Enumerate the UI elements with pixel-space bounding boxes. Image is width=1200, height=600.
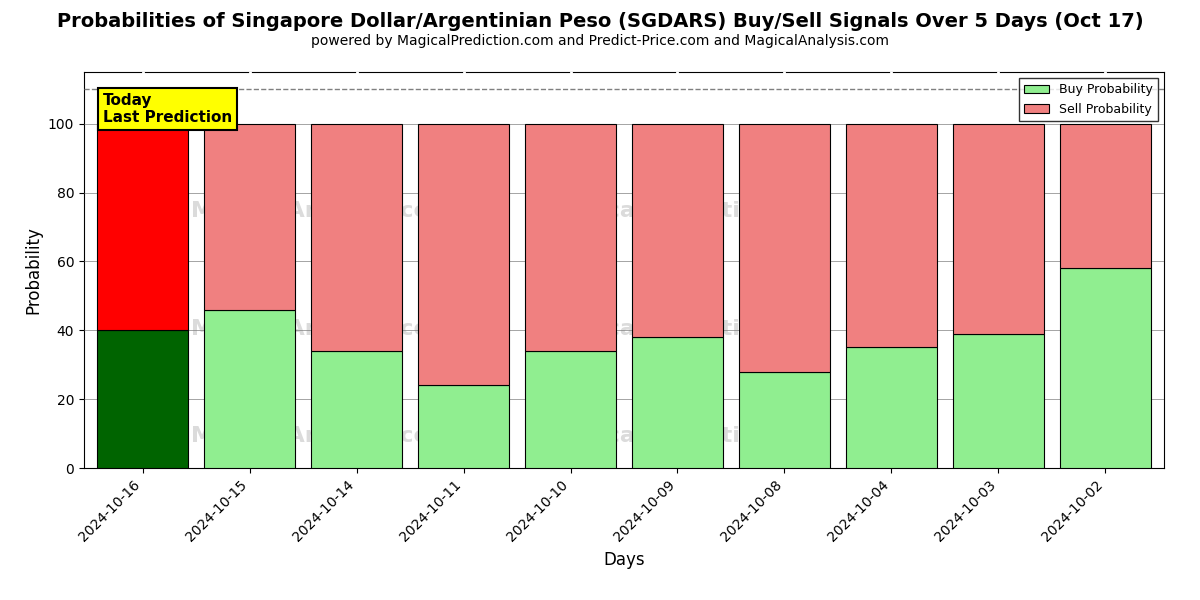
Bar [418, 124, 509, 385]
Text: MagicalAnalysis.com: MagicalAnalysis.com [191, 319, 452, 340]
Text: powered by MagicalPrediction.com and Predict-Price.com and MagicalAnalysis.com: powered by MagicalPrediction.com and Pre… [311, 34, 889, 48]
Text: Today
Last Prediction: Today Last Prediction [103, 92, 232, 125]
Text: MagicalAnalysis.com: MagicalAnalysis.com [191, 200, 452, 221]
Text: MagicalAnalysis.com: MagicalAnalysis.com [191, 427, 452, 446]
Bar [739, 124, 830, 371]
Bar [204, 124, 295, 310]
Bar [526, 351, 616, 468]
Bar [632, 337, 722, 468]
Bar [739, 371, 830, 468]
Bar [526, 124, 616, 351]
Legend: Buy Probability, Sell Probability: Buy Probability, Sell Probability [1019, 78, 1158, 121]
Bar [311, 124, 402, 351]
Bar [1060, 124, 1151, 268]
Bar [418, 385, 509, 468]
Text: MagicalPrediction.com: MagicalPrediction.com [546, 319, 832, 340]
Bar [97, 124, 188, 330]
Bar [311, 351, 402, 468]
Bar [632, 124, 722, 337]
Text: MagicalPrediction.com: MagicalPrediction.com [546, 427, 832, 446]
Text: Probabilities of Singapore Dollar/Argentinian Peso (SGDARS) Buy/Sell Signals Ove: Probabilities of Singapore Dollar/Argent… [56, 12, 1144, 31]
X-axis label: Days: Days [604, 551, 644, 569]
Bar [953, 334, 1044, 468]
Bar [953, 124, 1044, 334]
Bar [204, 310, 295, 468]
Bar [97, 330, 188, 468]
Bar [846, 124, 937, 347]
Bar [846, 347, 937, 468]
Text: MagicalPrediction.com: MagicalPrediction.com [546, 200, 832, 221]
Bar [1060, 268, 1151, 468]
Y-axis label: Probability: Probability [24, 226, 42, 314]
